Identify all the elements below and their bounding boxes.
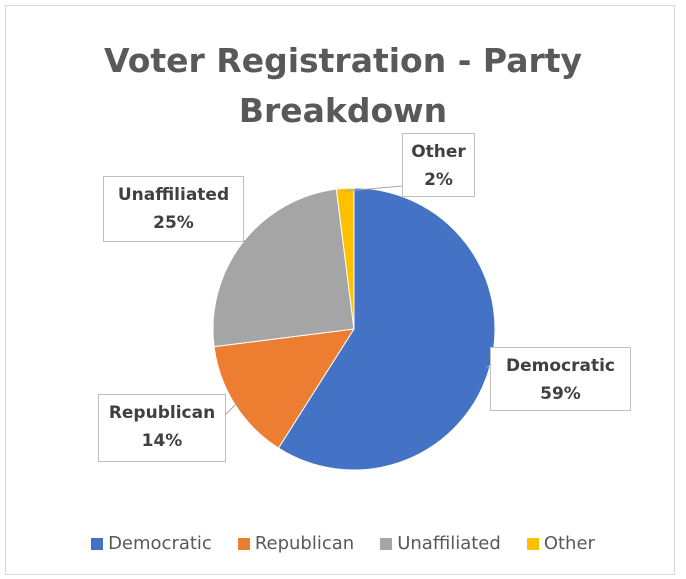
data-label-democratic: Democratic 59% xyxy=(490,347,631,411)
data-label-republican-name: Republican xyxy=(108,403,216,423)
legend-item-republican: Republican xyxy=(237,533,355,554)
leader-lines xyxy=(225,185,491,415)
legend-swatch-democratic xyxy=(91,537,104,550)
legend-swatch-other xyxy=(526,537,539,550)
data-label-other: Other 2% xyxy=(402,133,475,197)
data-label-other-name: Other xyxy=(411,142,466,162)
pie-slice-democratic xyxy=(277,187,496,471)
legend-label-republican: Republican xyxy=(254,533,355,554)
legend-label-other: Other xyxy=(543,533,595,554)
data-label-unaffiliated-value: 25% xyxy=(153,213,194,233)
data-label-unaffiliated: Unaffiliated 25% xyxy=(103,176,244,242)
chart-legend: Democratic Republican Unaffiliated Other xyxy=(0,533,686,554)
leader-line-democratic xyxy=(486,364,491,368)
leader-line-unaffiliated xyxy=(243,239,246,245)
chart-title-line-2: Breakdown xyxy=(238,91,448,130)
legend-swatch-unaffiliated xyxy=(380,537,393,550)
legend-label-unaffiliated: Unaffiliated xyxy=(397,533,501,554)
pie-slice-unaffiliated xyxy=(212,188,355,348)
chart-title-line-1: Voter Registration - Party xyxy=(103,41,583,80)
legend-item-democratic: Democratic xyxy=(91,533,212,554)
data-label-democratic-value: 59% xyxy=(540,384,581,404)
legend-swatch-republican xyxy=(237,537,250,550)
chart-title: Voter Registration - Party Breakdown xyxy=(0,36,686,136)
data-label-republican-value: 14% xyxy=(141,431,183,451)
legend-item-unaffiliated: Unaffiliated xyxy=(380,533,501,554)
legend-label-democratic: Democratic xyxy=(108,533,212,554)
data-label-democratic-name: Democratic xyxy=(506,356,615,376)
leader-line-republican xyxy=(225,402,238,415)
pie-slices xyxy=(212,187,496,471)
pie-slice-republican xyxy=(213,328,355,449)
data-label-republican: Republican 14% xyxy=(98,394,226,462)
pie-slice-other xyxy=(335,187,355,330)
data-label-unaffiliated-name: Unaffiliated xyxy=(117,185,230,205)
data-label-other-value: 2% xyxy=(424,170,453,190)
leader-line-other xyxy=(345,185,403,192)
legend-item-other: Other xyxy=(526,533,595,554)
